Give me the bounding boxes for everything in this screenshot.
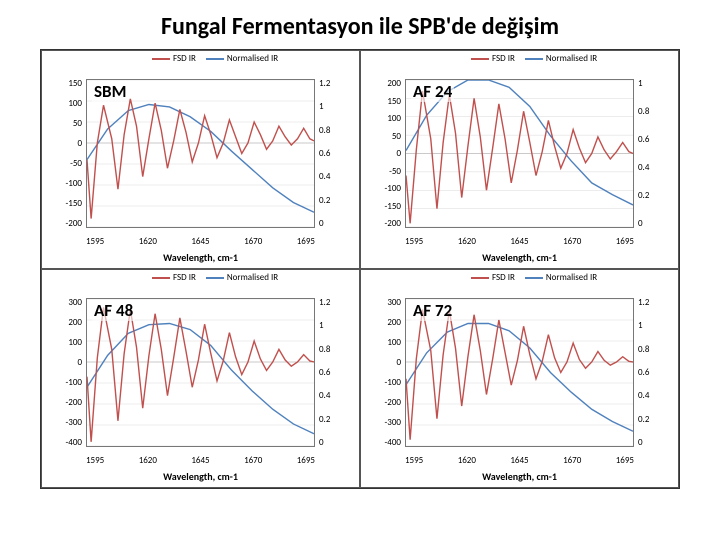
legend-fsd: FSD IR xyxy=(152,53,196,64)
chart-svg xyxy=(406,80,633,227)
legend: FSD IR Normalised IR xyxy=(471,53,597,64)
legend-norm: Normalised IR xyxy=(206,272,278,283)
panel-af72: FSD IR Normalised IR AF 72 1595162016451670… xyxy=(360,269,679,488)
fsd-line xyxy=(406,310,633,440)
fsd-line xyxy=(406,91,633,223)
x-ticks: 15951620164516701695 xyxy=(405,456,634,465)
y-ticks-left: -200-150-100-50050100150 xyxy=(46,79,82,228)
panel-sbm: FSD IR Normalised IR SBM 159516201645167016… xyxy=(41,50,360,269)
legend-fsd: FSD IR xyxy=(471,272,515,283)
legend-norm: Normalised IR xyxy=(525,53,597,64)
legend: FSD IR Normalised IR xyxy=(471,272,597,283)
chart-svg xyxy=(406,299,633,446)
chart-svg xyxy=(87,299,314,446)
y-ticks-left: -400-300-200-1000100200300 xyxy=(46,298,82,447)
legend-fsd: FSD IR xyxy=(152,272,196,283)
x-ticks: 15951620164516701695 xyxy=(86,456,315,465)
legend-fsd-label: FSD IR xyxy=(173,53,196,64)
x-axis-label: Wavelength, cm-1 xyxy=(361,251,678,264)
page-title: Fungal Fermentasyon ile SPB'de değişim xyxy=(0,12,720,41)
legend-norm-label: Normalised IR xyxy=(546,272,597,283)
legend-norm-label: Normalised IR xyxy=(227,53,278,64)
legend-norm-label: Normalised IR xyxy=(227,272,278,283)
x-axis-label: Wavelength, cm-1 xyxy=(42,470,359,483)
y-ticks-right: 00.20.40.60.81 xyxy=(638,79,674,228)
legend: FSD IR Normalised IR xyxy=(152,53,278,64)
x-ticks: 15951620164516701695 xyxy=(86,237,315,246)
panel-label: AF 24 xyxy=(411,81,454,102)
panel-af48: FSD IR Normalised IR AF 48 1595162016451670… xyxy=(41,269,360,488)
chart-grid: FSD IR Normalised IR SBM 159516201645167016… xyxy=(40,49,680,489)
legend-fsd: FSD IR xyxy=(471,53,515,64)
x-axis-label: Wavelength, cm-1 xyxy=(42,251,359,264)
y-ticks-left: -200-150-100-50050100150200 xyxy=(365,79,401,228)
x-ticks: 15951620164516701695 xyxy=(405,237,634,246)
x-axis-label: Wavelength, cm-1 xyxy=(361,470,678,483)
panel-label: AF 72 xyxy=(411,300,454,321)
legend-fsd-label: FSD IR xyxy=(492,272,515,283)
y-ticks-right: 00.20.40.60.811.2 xyxy=(319,79,355,228)
norm-line xyxy=(406,324,633,432)
panel-label: SBM xyxy=(92,81,128,102)
panel-af24: FSD IR Normalised IR AF 24 1595162016451670… xyxy=(360,50,679,269)
chart-svg xyxy=(87,80,314,227)
legend-norm: Normalised IR xyxy=(525,272,597,283)
norm-line xyxy=(87,324,314,434)
legend: FSD IR Normalised IR xyxy=(152,272,278,283)
legend-norm-label: Normalised IR xyxy=(546,53,597,64)
y-ticks-right: 00.20.40.60.811.2 xyxy=(638,298,674,447)
y-ticks-left: -400-300-200-1000100200300 xyxy=(365,298,401,447)
fsd-line xyxy=(87,307,314,441)
panel-label: AF 48 xyxy=(92,300,135,321)
legend-fsd-label: FSD IR xyxy=(173,272,196,283)
legend-fsd-label: FSD IR xyxy=(492,53,515,64)
y-ticks-right: 00.20.40.60.811.2 xyxy=(319,298,355,447)
legend-norm: Normalised IR xyxy=(206,53,278,64)
